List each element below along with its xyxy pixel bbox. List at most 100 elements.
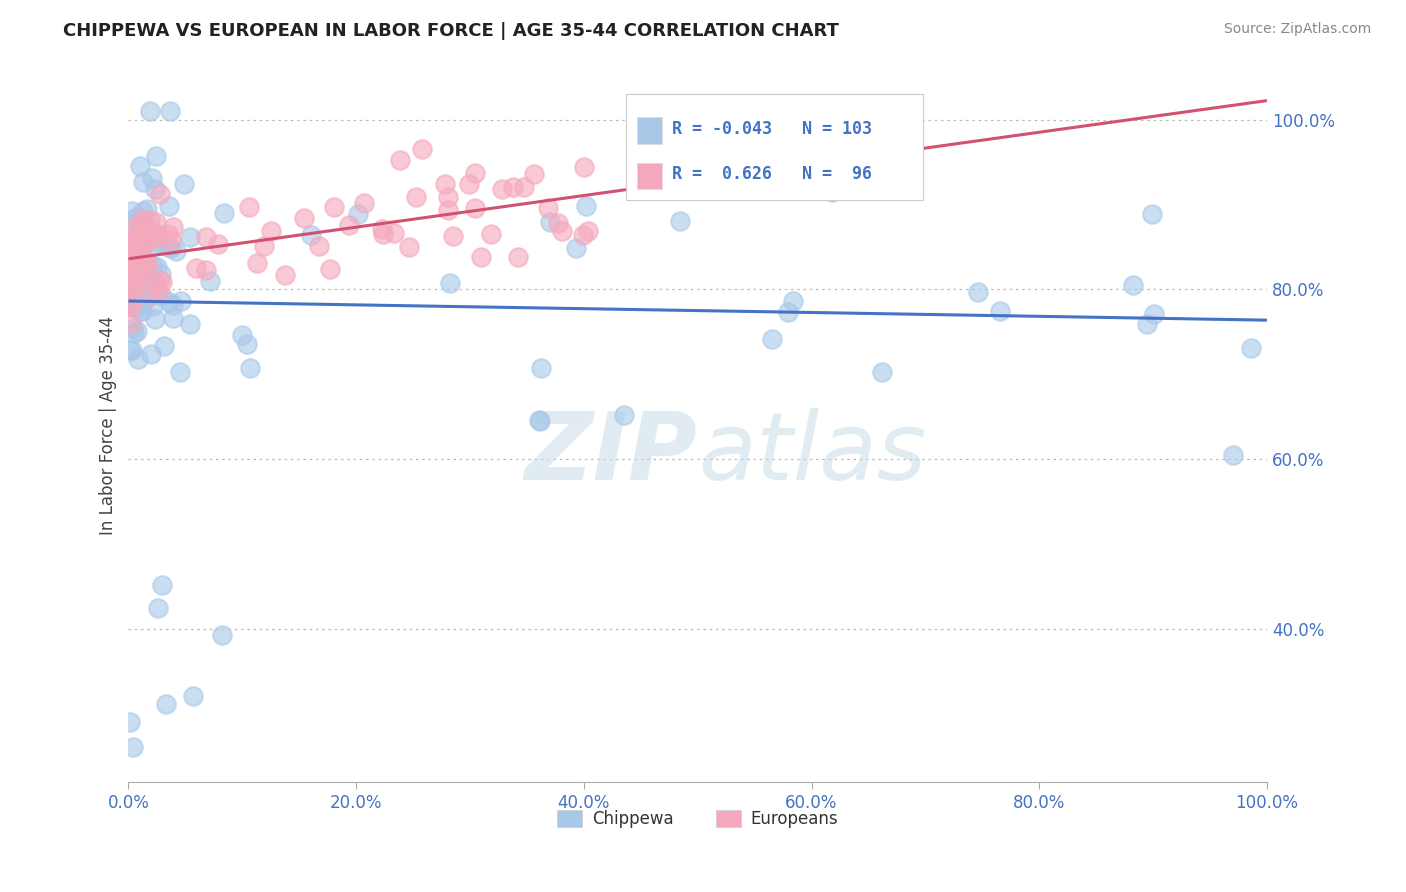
Point xyxy=(121,298,143,312)
Point xyxy=(127,239,149,253)
Point xyxy=(388,153,411,167)
Point xyxy=(124,231,146,245)
Point xyxy=(118,258,141,272)
Point xyxy=(530,361,553,376)
Point xyxy=(437,203,460,218)
Point xyxy=(122,739,145,754)
Point xyxy=(464,167,486,181)
Point xyxy=(134,293,156,307)
Point xyxy=(121,343,143,357)
Point xyxy=(398,240,420,254)
Point xyxy=(778,304,800,318)
Point xyxy=(131,217,153,231)
Point xyxy=(565,241,588,255)
Point xyxy=(128,247,150,261)
Point xyxy=(149,186,172,201)
Point xyxy=(506,250,529,264)
Point xyxy=(373,227,395,241)
Point xyxy=(118,343,141,357)
Point xyxy=(152,288,174,302)
Text: R =  0.626   N =  96: R = 0.626 N = 96 xyxy=(672,165,872,183)
Point xyxy=(128,228,150,243)
Point xyxy=(382,226,405,240)
Point xyxy=(274,268,297,282)
Point xyxy=(150,578,173,592)
Point xyxy=(148,231,170,245)
Point xyxy=(529,414,551,428)
Point xyxy=(512,180,534,194)
Point xyxy=(139,270,162,285)
Point xyxy=(162,298,184,312)
Point xyxy=(131,175,153,189)
Text: atlas: atlas xyxy=(697,409,927,500)
Point xyxy=(207,237,229,252)
Point xyxy=(142,299,165,313)
Point xyxy=(572,160,595,174)
Point xyxy=(129,265,152,279)
Point xyxy=(411,142,433,156)
Point xyxy=(159,103,181,118)
Point xyxy=(118,300,141,314)
Point xyxy=(129,227,152,241)
Point xyxy=(136,258,159,272)
Point xyxy=(129,221,152,235)
Point xyxy=(120,316,142,330)
Point xyxy=(194,229,217,244)
Point xyxy=(122,250,145,264)
Point xyxy=(1142,207,1164,221)
Point xyxy=(353,196,375,211)
Point xyxy=(436,190,458,204)
Point xyxy=(127,283,149,297)
Point xyxy=(125,245,148,260)
Point xyxy=(125,301,148,315)
Point xyxy=(146,601,169,615)
Point xyxy=(148,285,170,299)
Point xyxy=(132,203,155,218)
Point xyxy=(761,331,783,345)
Point xyxy=(157,240,180,254)
Point xyxy=(134,253,156,268)
Point xyxy=(124,211,146,226)
Point xyxy=(669,214,692,228)
Point xyxy=(127,324,149,338)
Point xyxy=(464,201,486,215)
Point xyxy=(118,263,141,277)
Point xyxy=(162,219,184,234)
Point xyxy=(143,312,166,326)
Point xyxy=(118,296,141,310)
Point xyxy=(162,310,184,325)
Point xyxy=(145,149,167,163)
Point xyxy=(231,328,253,343)
Point xyxy=(118,277,141,292)
Y-axis label: In Labor Force | Age 35-44: In Labor Force | Age 35-44 xyxy=(100,316,117,535)
Point xyxy=(502,179,524,194)
Point xyxy=(127,351,149,366)
Point xyxy=(117,221,139,235)
Point xyxy=(138,222,160,236)
Point xyxy=(117,244,139,258)
Point xyxy=(165,244,187,258)
Point xyxy=(211,627,233,641)
Point xyxy=(146,283,169,297)
Point xyxy=(371,221,394,235)
Point xyxy=(122,234,145,248)
Point xyxy=(572,227,595,242)
Point xyxy=(186,260,208,275)
Point xyxy=(120,231,142,245)
Text: R = -0.043   N = 103: R = -0.043 N = 103 xyxy=(672,120,872,137)
Point xyxy=(124,269,146,284)
Point xyxy=(537,201,560,215)
Point xyxy=(522,167,544,181)
Point xyxy=(821,185,844,199)
Point xyxy=(128,245,150,260)
Point xyxy=(134,253,156,268)
Point xyxy=(181,689,204,703)
Point xyxy=(146,260,169,274)
Point xyxy=(145,215,167,229)
Point xyxy=(405,189,427,203)
Point xyxy=(538,215,561,229)
Point xyxy=(128,246,150,260)
Point xyxy=(458,177,481,191)
Point xyxy=(246,255,269,269)
Point xyxy=(347,207,370,221)
